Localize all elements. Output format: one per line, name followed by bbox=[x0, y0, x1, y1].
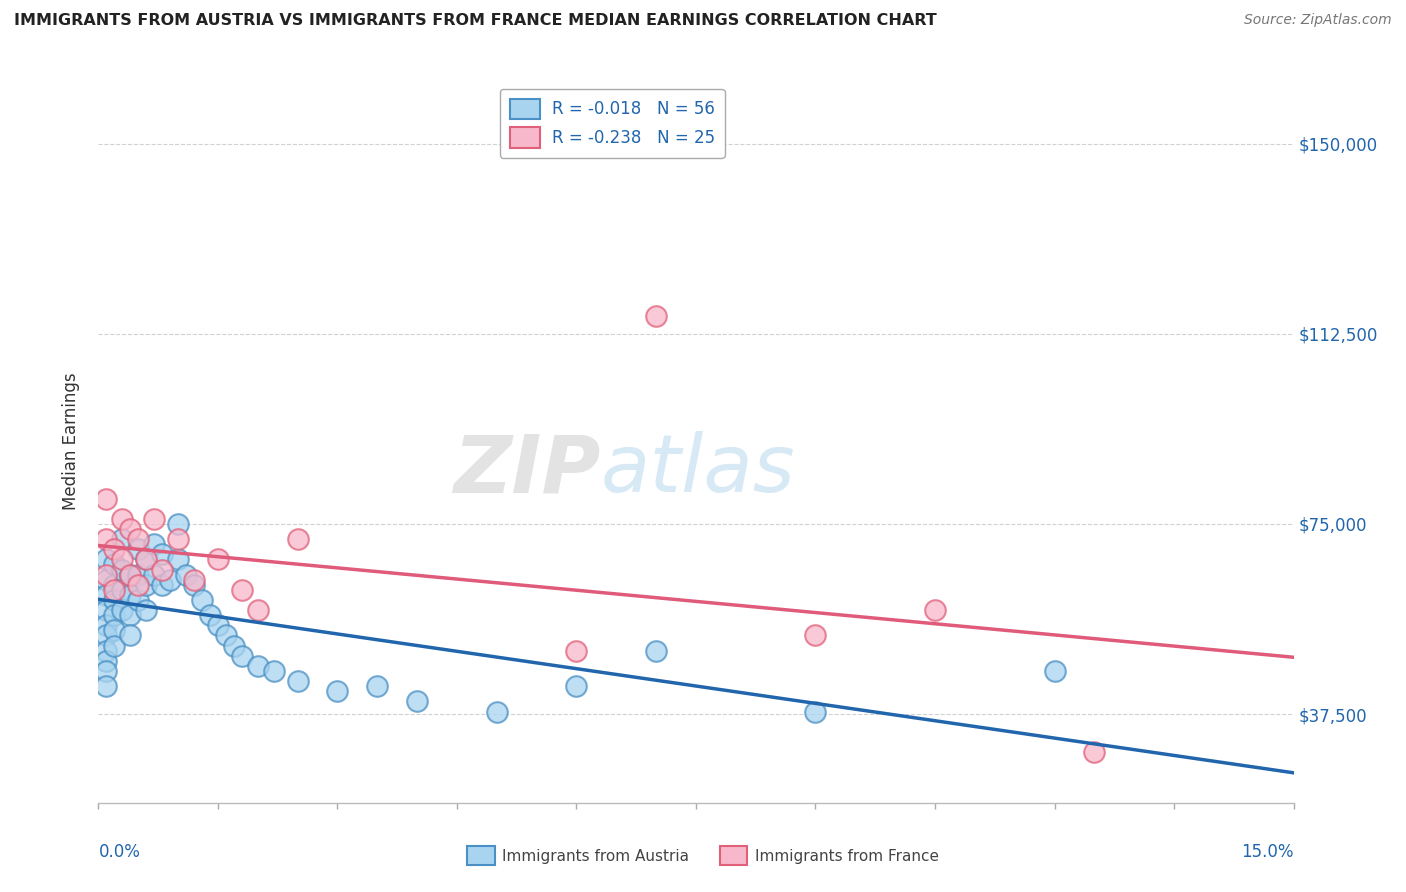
Point bbox=[231, 582, 253, 597]
Point bbox=[103, 639, 125, 653]
Point bbox=[366, 679, 388, 693]
Point bbox=[150, 547, 173, 561]
Point bbox=[111, 552, 134, 566]
Point bbox=[645, 309, 668, 323]
Point bbox=[96, 679, 118, 693]
Point bbox=[120, 588, 142, 602]
Point bbox=[1043, 664, 1066, 678]
Point bbox=[96, 603, 118, 617]
Point bbox=[167, 532, 190, 546]
Point bbox=[103, 624, 125, 638]
Point bbox=[127, 532, 149, 546]
Point bbox=[150, 578, 173, 592]
Point bbox=[167, 516, 190, 531]
Point bbox=[96, 532, 118, 546]
Point bbox=[96, 654, 118, 668]
Point bbox=[804, 705, 827, 719]
Point bbox=[326, 684, 349, 698]
Point bbox=[103, 582, 125, 597]
Point bbox=[111, 532, 134, 546]
Point bbox=[183, 578, 205, 592]
Point bbox=[96, 628, 118, 642]
Point bbox=[565, 643, 588, 657]
Point bbox=[111, 563, 134, 577]
Point bbox=[96, 491, 118, 506]
Point bbox=[96, 618, 118, 632]
Point bbox=[96, 573, 118, 587]
Point bbox=[120, 608, 142, 623]
Point bbox=[96, 664, 118, 678]
Point bbox=[207, 552, 229, 566]
Text: Source: ZipAtlas.com: Source: ZipAtlas.com bbox=[1244, 13, 1392, 28]
Point bbox=[96, 588, 118, 602]
Point bbox=[174, 567, 197, 582]
Point bbox=[191, 593, 214, 607]
Point bbox=[127, 567, 149, 582]
Point bbox=[143, 512, 166, 526]
Point bbox=[263, 664, 285, 678]
Point bbox=[96, 552, 118, 566]
Point bbox=[103, 593, 125, 607]
Point bbox=[111, 512, 134, 526]
Point bbox=[246, 659, 269, 673]
Point bbox=[127, 593, 149, 607]
Point bbox=[96, 643, 118, 657]
Text: IMMIGRANTS FROM AUSTRIA VS IMMIGRANTS FROM FRANCE MEDIAN EARNINGS CORRELATION CH: IMMIGRANTS FROM AUSTRIA VS IMMIGRANTS FR… bbox=[14, 13, 936, 29]
Point bbox=[127, 578, 149, 592]
Text: 15.0%: 15.0% bbox=[1241, 843, 1294, 861]
Point bbox=[135, 552, 157, 566]
Point bbox=[120, 567, 142, 582]
Point bbox=[135, 578, 157, 592]
Point bbox=[924, 603, 946, 617]
Point bbox=[222, 639, 245, 653]
Point bbox=[565, 679, 588, 693]
Point bbox=[103, 578, 125, 592]
Point bbox=[207, 618, 229, 632]
Point bbox=[143, 537, 166, 551]
Point bbox=[111, 603, 134, 617]
Point bbox=[198, 608, 221, 623]
Text: ZIP: ZIP bbox=[453, 432, 600, 509]
Point bbox=[183, 573, 205, 587]
Point bbox=[103, 608, 125, 623]
Text: atlas: atlas bbox=[600, 432, 796, 509]
Point bbox=[167, 552, 190, 566]
Point bbox=[120, 628, 142, 642]
Point bbox=[231, 648, 253, 663]
Point bbox=[406, 694, 429, 708]
Point bbox=[246, 603, 269, 617]
Point bbox=[120, 522, 142, 536]
Point bbox=[287, 674, 309, 689]
Text: 0.0%: 0.0% bbox=[98, 843, 141, 861]
Point bbox=[645, 643, 668, 657]
Point bbox=[103, 558, 125, 572]
Point bbox=[143, 567, 166, 582]
Point bbox=[103, 542, 125, 557]
Legend: R = -0.018   N = 56, R = -0.238   N = 25: R = -0.018 N = 56, R = -0.238 N = 25 bbox=[501, 88, 724, 158]
Point bbox=[1083, 745, 1105, 759]
Point bbox=[96, 567, 118, 582]
Point bbox=[804, 628, 827, 642]
Point bbox=[135, 603, 157, 617]
Point bbox=[485, 705, 508, 719]
Point bbox=[135, 552, 157, 566]
Point bbox=[150, 563, 173, 577]
Point bbox=[159, 573, 181, 587]
Y-axis label: Median Earnings: Median Earnings bbox=[62, 373, 80, 510]
Point bbox=[127, 542, 149, 557]
Point bbox=[111, 582, 134, 597]
Legend: Immigrants from Austria, Immigrants from France: Immigrants from Austria, Immigrants from… bbox=[461, 840, 945, 871]
Point bbox=[120, 567, 142, 582]
Point bbox=[215, 628, 238, 642]
Point bbox=[287, 532, 309, 546]
